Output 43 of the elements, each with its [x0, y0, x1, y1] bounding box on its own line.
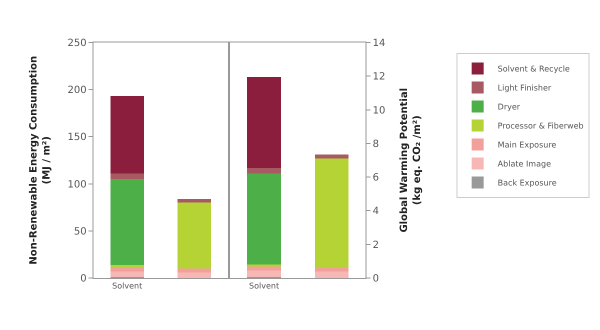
bar — [110, 264, 144, 268]
y2-tick-label: 10 — [372, 105, 386, 116]
y2-tick-label: 8 — [372, 138, 379, 150]
y2-tick-label: 14 — [372, 38, 386, 49]
y2-tick-label: 0 — [372, 274, 379, 284]
bar — [178, 268, 212, 272]
legend-label: Back Exposure — [498, 178, 557, 188]
y-tick-label: 150 — [68, 132, 87, 144]
bar — [110, 173, 144, 180]
y-tick-label: 200 — [68, 85, 87, 96]
bar — [178, 202, 212, 269]
y-tick-label: 0 — [80, 274, 87, 284]
x-tick-label: Solvent — [249, 282, 280, 291]
bar — [178, 272, 212, 278]
bar — [314, 271, 349, 278]
bar — [247, 174, 281, 265]
bar — [314, 158, 349, 268]
y2-tick-label: 2 — [372, 240, 379, 251]
y-tick-label: 50 — [74, 226, 87, 238]
bar — [110, 179, 144, 265]
bar — [110, 96, 144, 174]
bar — [247, 266, 281, 270]
y2-tick-label: 6 — [372, 172, 379, 184]
y2-axis-title: Global Warming Potential (kg eq. CO₂ /m²) — [398, 88, 423, 233]
legend-label: Main Exposure — [498, 140, 556, 150]
y-axis-title: Non-Renewable Energy Consumption (MJ / m²) — [28, 56, 53, 265]
y-tick-label: 250 — [68, 38, 87, 49]
legend-label: Light Finisher — [498, 84, 552, 93]
bar — [314, 154, 349, 159]
bar — [247, 270, 281, 278]
y2-tick-label: 4 — [372, 206, 379, 218]
y-tick-label: 100 — [68, 179, 87, 190]
bar — [178, 198, 212, 203]
bar — [247, 76, 281, 168]
legend-label: Dryer — [498, 102, 521, 112]
bar — [247, 168, 281, 174]
y2-tick-label: 12 — [372, 72, 386, 83]
legend-label: Processor & Fiberweb — [498, 122, 584, 131]
x-tick-label: Solvent — [112, 282, 142, 291]
legend-label: Solvent & Recycle — [498, 64, 570, 74]
bar — [314, 268, 349, 272]
bar — [110, 271, 144, 278]
legend-label: Ablate Image — [498, 160, 552, 169]
